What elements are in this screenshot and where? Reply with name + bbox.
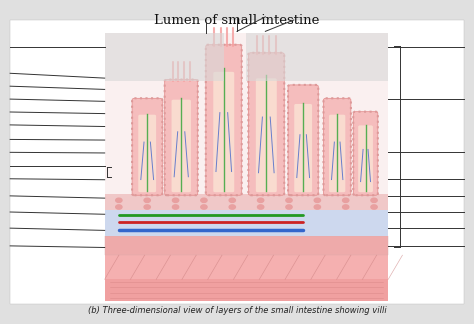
FancyBboxPatch shape bbox=[353, 112, 378, 195]
Circle shape bbox=[343, 198, 349, 202]
Circle shape bbox=[173, 205, 179, 209]
Circle shape bbox=[229, 205, 236, 209]
FancyBboxPatch shape bbox=[105, 33, 224, 81]
Circle shape bbox=[343, 205, 349, 209]
FancyBboxPatch shape bbox=[105, 210, 388, 237]
FancyBboxPatch shape bbox=[294, 104, 312, 192]
FancyBboxPatch shape bbox=[213, 72, 234, 192]
FancyBboxPatch shape bbox=[256, 78, 277, 192]
FancyBboxPatch shape bbox=[329, 115, 346, 192]
FancyBboxPatch shape bbox=[105, 237, 388, 255]
Circle shape bbox=[116, 198, 122, 202]
Circle shape bbox=[116, 205, 122, 209]
FancyBboxPatch shape bbox=[248, 53, 284, 195]
FancyBboxPatch shape bbox=[323, 98, 351, 195]
Circle shape bbox=[173, 198, 179, 202]
Text: (b) Three-dimensional view of layers of the small intestine showing villi: (b) Three-dimensional view of layers of … bbox=[88, 306, 386, 315]
FancyBboxPatch shape bbox=[164, 79, 198, 195]
Text: Lumen of small intestine: Lumen of small intestine bbox=[155, 14, 319, 27]
Circle shape bbox=[257, 205, 264, 209]
FancyBboxPatch shape bbox=[246, 33, 388, 81]
FancyBboxPatch shape bbox=[132, 98, 162, 195]
FancyBboxPatch shape bbox=[10, 20, 464, 304]
FancyBboxPatch shape bbox=[105, 33, 388, 301]
Circle shape bbox=[201, 205, 207, 209]
Circle shape bbox=[371, 205, 377, 209]
Circle shape bbox=[371, 198, 377, 202]
Circle shape bbox=[144, 198, 150, 202]
Circle shape bbox=[314, 205, 320, 209]
Circle shape bbox=[286, 198, 292, 202]
FancyBboxPatch shape bbox=[288, 85, 318, 195]
FancyBboxPatch shape bbox=[105, 279, 388, 301]
FancyBboxPatch shape bbox=[206, 45, 242, 195]
FancyBboxPatch shape bbox=[172, 100, 191, 192]
Circle shape bbox=[229, 198, 236, 202]
FancyBboxPatch shape bbox=[105, 194, 388, 210]
FancyBboxPatch shape bbox=[358, 125, 373, 192]
FancyBboxPatch shape bbox=[138, 115, 156, 192]
Circle shape bbox=[314, 198, 320, 202]
Circle shape bbox=[286, 205, 292, 209]
FancyBboxPatch shape bbox=[105, 255, 388, 279]
Circle shape bbox=[257, 198, 264, 202]
Circle shape bbox=[144, 205, 150, 209]
Circle shape bbox=[201, 198, 207, 202]
